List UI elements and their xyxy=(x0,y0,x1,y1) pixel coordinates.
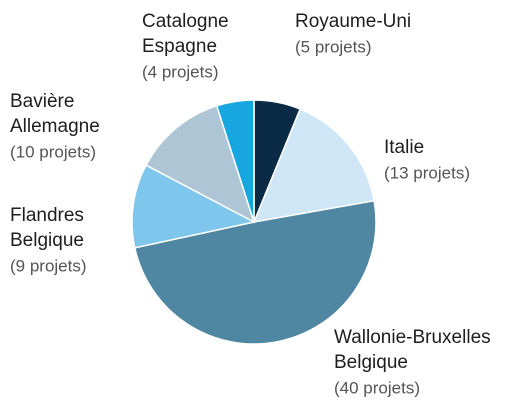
value-label: (4 projets) xyxy=(142,62,219,81)
pie-slice xyxy=(133,199,377,345)
pie-slice xyxy=(145,104,256,224)
value-label: (9 projets) xyxy=(10,256,87,275)
pie-slice xyxy=(215,99,255,223)
slice-label: Bavière xyxy=(10,91,74,112)
value-label: (5 projets) xyxy=(295,37,372,56)
slice-label: Allemagne xyxy=(10,116,100,137)
value-label: (40 projets) xyxy=(334,378,420,397)
value-label: (10 projets) xyxy=(10,142,96,161)
slice-label: Royaume-Uni xyxy=(295,11,411,32)
slice-label: Espagne xyxy=(142,36,217,57)
slice-label: Belgique xyxy=(334,352,408,373)
pie-slice xyxy=(131,164,257,249)
slice-label: Wallonie-Bruxelles xyxy=(334,327,491,348)
slice-label: Catalogne xyxy=(142,11,229,32)
slice-label: Flandres xyxy=(10,205,84,226)
slice-label: Italie xyxy=(384,137,424,158)
slice-label: Belgique xyxy=(10,230,84,251)
pie-slice xyxy=(252,108,376,223)
value-label: (13 projets) xyxy=(384,163,470,182)
